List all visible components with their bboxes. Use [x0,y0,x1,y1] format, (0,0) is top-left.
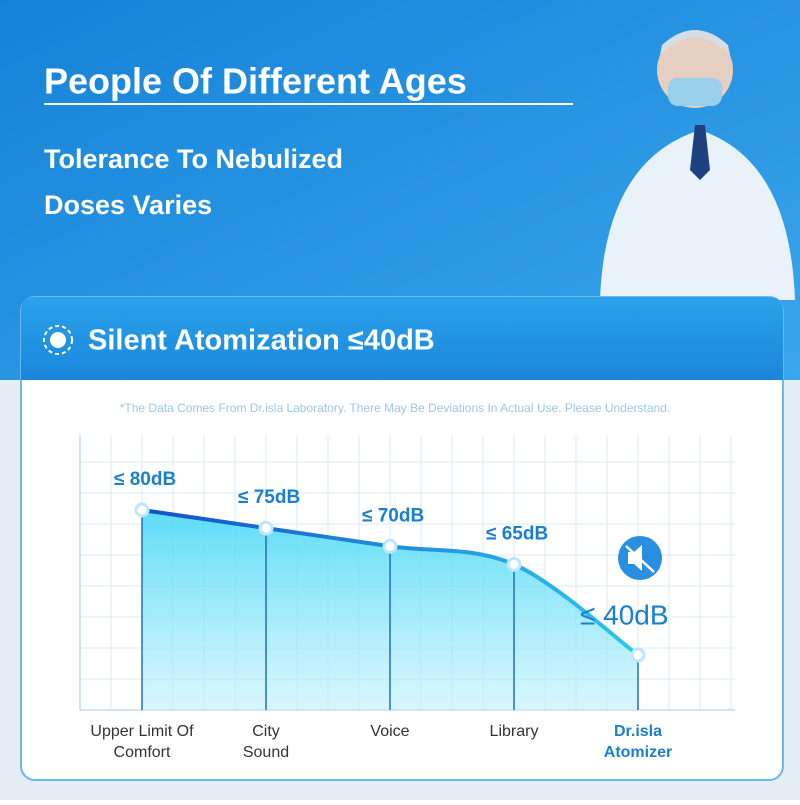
card-title: Silent Atomization ≤40dB [88,325,435,357]
value-label: ≤ 65dB [486,523,548,544]
x-label: Library [490,723,539,740]
x-label: Upper Limit Of [90,723,194,740]
note: *The Data Comes From Dr.isla Laboratory.… [120,401,670,415]
x-label: Voice [370,723,409,740]
point [506,556,522,572]
x-label: Comfort [114,744,171,761]
header-title: People Of Different Ages [44,61,467,102]
header-subtitle: Doses Varies [44,190,212,220]
x-label: Dr.isla [614,723,662,740]
point [630,647,646,663]
card-header [21,297,783,380]
value-label: ≤ 40dB [580,599,669,630]
plot: ≤ 80dB Upper Limit Of Comfort ≤ 75dB City Sou… [90,469,672,761]
point [382,538,398,554]
value-label: ≤ 80dB [114,469,176,490]
icon-ring [43,325,73,355]
x-label: City [252,723,280,740]
x-label: Atomizer [604,744,672,761]
value-label: ≤ 75dB [238,487,300,508]
point [134,502,150,518]
header-subtitle: Tolerance To Nebulized [44,144,343,174]
icon-dot [50,332,66,348]
doctor [600,30,795,300]
point [258,520,274,536]
x-label: Sound [243,744,289,761]
mute-icon [618,536,662,580]
value-label: ≤ 70dB [362,505,424,526]
